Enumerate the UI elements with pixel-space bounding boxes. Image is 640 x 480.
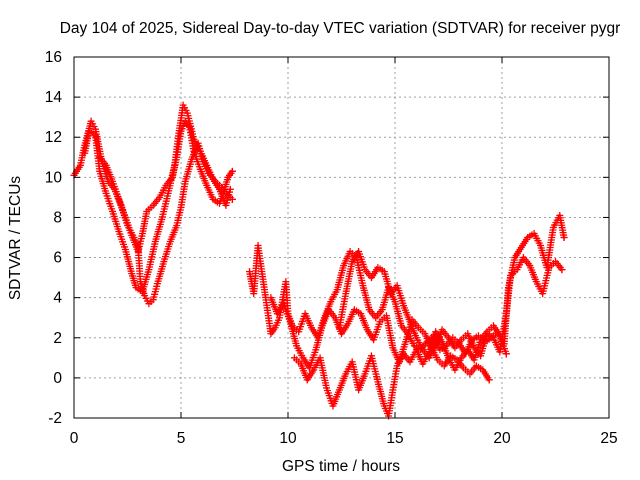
- data-point-marker: [560, 234, 568, 241]
- y-tick-label: 0: [53, 370, 62, 387]
- data-point-marker: [228, 195, 236, 203]
- data-point-marker: [485, 376, 493, 384]
- data-point-marker: [502, 350, 510, 358]
- data-series: [70, 101, 568, 420]
- y-tick-label: 4: [53, 290, 62, 307]
- data-point-marker: [558, 266, 566, 274]
- x-tick-label: 10: [279, 430, 297, 447]
- y-tick-label: -2: [48, 410, 62, 427]
- y-tick-label: 12: [45, 129, 62, 146]
- x-tick-label: 5: [177, 430, 186, 447]
- grid-lines: [74, 57, 609, 418]
- y-axis-label: SDTVAR / TECUs: [7, 176, 24, 301]
- x-tick-label: 0: [70, 430, 79, 447]
- x-tick-label: 20: [493, 430, 511, 447]
- series-2: [81, 101, 234, 296]
- x-axis-label: GPS time / hours: [282, 458, 400, 475]
- y-tick-label: 10: [45, 169, 63, 186]
- y-tick-label: 2: [53, 330, 62, 347]
- series-3: [96, 117, 236, 256]
- series-6: [290, 322, 510, 420]
- data-point-marker: [228, 167, 236, 175]
- x-tick-label: 15: [386, 430, 403, 447]
- series-7: [335, 248, 566, 362]
- y-tick-label: 14: [45, 89, 63, 106]
- y-tick-label: 8: [53, 209, 62, 226]
- y-tick-label: 6: [53, 250, 62, 267]
- y-tick-label: 16: [45, 49, 62, 66]
- chart-title: Day 104 of 2025, Sidereal Day-to-day VTE…: [60, 20, 621, 37]
- axis-ticks: 0 5 10 15 20 25 -2 0 2 4 6 8 10 12 14 16: [45, 49, 618, 447]
- x-tick-label: 25: [600, 430, 617, 447]
- plot-frame: [73, 56, 610, 419]
